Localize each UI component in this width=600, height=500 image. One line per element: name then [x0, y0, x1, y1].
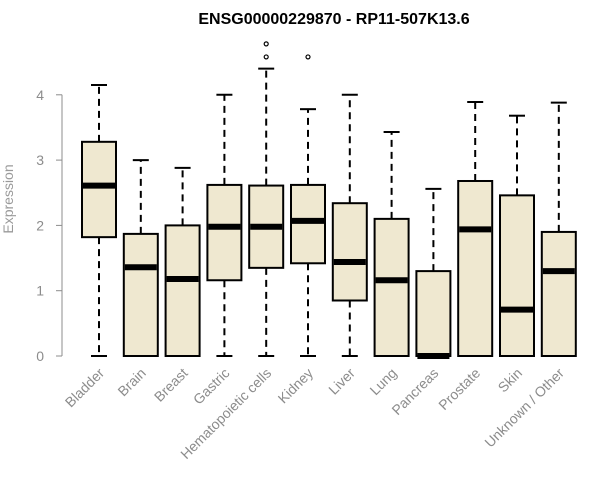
- x-tick-label: Bladder: [62, 365, 108, 411]
- x-tick-label: Unknown / Other: [481, 365, 567, 451]
- x-tick-label: Skin: [495, 365, 526, 396]
- y-tick-label: 4: [36, 87, 44, 103]
- y-tick-label: 0: [36, 348, 44, 364]
- box-group: [415, 187, 452, 359]
- iqr-box: [290, 183, 326, 265]
- x-tick-label: Kidney: [275, 365, 317, 407]
- box-group: [373, 131, 410, 357]
- x-tick-label: Liver: [325, 365, 358, 398]
- box-group: [457, 100, 494, 357]
- box-series: [81, 41, 577, 359]
- chart-title: ENSG00000229870 - RP11-507K13.6: [198, 11, 469, 28]
- iqr-box: [540, 230, 577, 357]
- box-group: [499, 114, 535, 357]
- iqr-box: [164, 224, 201, 357]
- x-tick-label: Prostate: [435, 365, 483, 413]
- outlier-point: [263, 41, 269, 47]
- iqr-box: [81, 140, 117, 239]
- iqr-box: [122, 232, 159, 358]
- box-group: [540, 101, 577, 357]
- x-tick-label: Brain: [114, 365, 148, 399]
- iqr-box: [206, 183, 243, 282]
- y-axis: 0 1 2 3 4: [36, 87, 63, 364]
- iqr-box: [415, 270, 452, 357]
- y-tick-label: 3: [36, 152, 44, 168]
- box-group: [81, 84, 117, 357]
- y-tick-label: 2: [36, 217, 44, 233]
- box-group: [206, 93, 243, 357]
- box-group: [331, 93, 368, 357]
- box-group: [164, 166, 201, 357]
- y-tick-label: 1: [36, 283, 44, 299]
- x-tick-label: Lung: [366, 365, 399, 398]
- iqr-box: [331, 202, 368, 302]
- box-group: [248, 41, 285, 357]
- iqr-box: [457, 179, 494, 357]
- y-axis-label: Expression: [0, 164, 16, 233]
- box-group: [122, 159, 159, 358]
- outlier-point: [305, 54, 311, 60]
- iqr-box: [499, 194, 535, 357]
- box-group: [290, 54, 326, 357]
- x-tick-label: Breast: [151, 365, 191, 405]
- iqr-box: [373, 217, 410, 357]
- outlier-point: [263, 54, 269, 60]
